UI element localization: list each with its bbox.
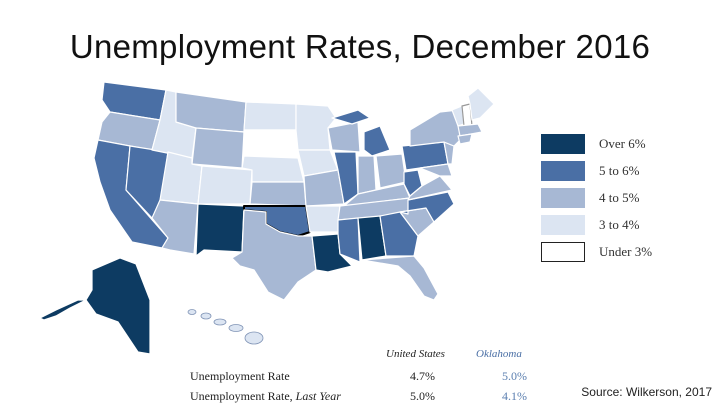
table-header-ok: Oklahoma [476, 348, 522, 360]
source-note: Source: Wilkerson, 2017 [581, 385, 712, 399]
state-wisconsin [327, 121, 361, 153]
state-indiana [357, 155, 377, 195]
legend-item: Under 3% [541, 242, 701, 264]
state-north-dakota [243, 101, 297, 131]
state-texas [231, 209, 317, 301]
state-massachusetts [457, 123, 483, 137]
state-kansas [249, 181, 307, 207]
row-us-value: 4.7% [410, 369, 435, 383]
legend-item: Over 6% [541, 134, 701, 156]
state-south-dakota [243, 129, 299, 159]
state-mississippi [337, 217, 361, 263]
state-hawaii [187, 309, 264, 345]
state-michigan [331, 109, 391, 157]
legend-swatch [541, 134, 585, 154]
state-wyoming [191, 127, 245, 169]
state-illinois [333, 151, 359, 205]
legend-swatch [541, 215, 585, 235]
state-north-carolina [399, 191, 455, 223]
state-georgia [379, 211, 419, 257]
row-ok-value: 5.0% [502, 369, 527, 383]
row-label: Unemployment Rate [190, 369, 290, 383]
legend-label: 4 to 5% [599, 190, 640, 205]
legend-item: 5 to 6% [541, 161, 701, 183]
legend-swatch [541, 161, 585, 181]
legend-label: Under 3% [599, 244, 653, 259]
table-header-us: United States [386, 348, 445, 360]
state-alaska [85, 257, 151, 355]
row-us-value: 5.0% [410, 389, 435, 403]
legend-swatch [541, 242, 585, 262]
state-virginia [407, 175, 453, 201]
row-label: Unemployment Rate, Last Year [190, 389, 341, 403]
legend-item: 3 to 4% [541, 215, 701, 237]
legend-label: 5 to 6% [599, 163, 640, 178]
row-ok-value: 4.1% [502, 389, 527, 403]
state-minnesota [295, 103, 337, 151]
state-florida [361, 255, 439, 301]
state-new-mexico [195, 203, 245, 257]
state-colorado [197, 165, 253, 205]
state-maryland [419, 163, 453, 177]
state-missouri [303, 169, 345, 207]
legend-item: 4 to 5% [541, 188, 701, 210]
alaska-islands [39, 299, 87, 321]
legend-label: Over 6% [599, 136, 646, 151]
state-ohio [375, 153, 407, 189]
state-connecticut [457, 133, 473, 145]
page-title: Unemployment Rates, December 2016 [69, 28, 651, 65]
state-arkansas [305, 205, 341, 233]
legend-swatch [541, 188, 585, 208]
state-new-york [409, 109, 463, 147]
legend-label: 3 to 4% [599, 217, 640, 232]
state-maine [467, 87, 495, 121]
